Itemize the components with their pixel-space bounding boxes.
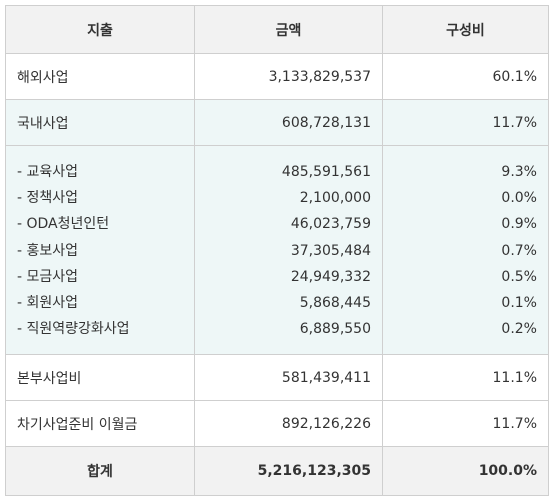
sub-item-ratio: 0.9% — [501, 216, 537, 233]
sub-item-amounts: 485,591,561 2,100,000 46,023,759 37,305,… — [194, 144, 383, 356]
row-name: 국내사업 — [5, 99, 195, 146]
sub-item-amount: 5,868,445 — [299, 295, 371, 312]
sub-item-ratio: 0.1% — [501, 295, 537, 312]
sub-item-ratios: 9.3% 0.0% 0.9% 0.7% 0.5% 0.1% 0.2% — [382, 144, 549, 356]
sub-item-ratio: 0.0% — [501, 190, 537, 207]
row-name: 해외사업 — [5, 53, 195, 100]
sub-item-amount: 46,023,759 — [290, 216, 371, 233]
sub-item-ratio: 9.3% — [501, 164, 537, 180]
sub-item-amount: 6,889,550 — [299, 321, 371, 338]
header-ratio: 구성비 — [382, 5, 549, 54]
sub-item-name: - 모금사업 — [17, 268, 79, 285]
row-ratio: 11.7% — [382, 400, 549, 448]
total-row: 합계 5,216,123,305 100.0% — [5, 446, 549, 497]
sub-item-name: - 정책사업 — [17, 190, 79, 207]
total-ratio: 100.0% — [382, 446, 549, 497]
sub-item-ratio: 0.2% — [501, 321, 537, 338]
sub-item-name: - 교육사업 — [17, 164, 79, 180]
row-amount: 892,126,226 — [194, 400, 383, 448]
table-row: 본부사업비 581,439,411 11.1% — [5, 354, 549, 402]
table-row: 차기사업준비 이월금 892,126,226 11.7% — [5, 400, 549, 448]
table-row: 국내사업 608,728,131 11.7% — [5, 99, 549, 146]
row-ratio: 11.1% — [382, 354, 549, 402]
row-name: 차기사업준비 이월금 — [5, 400, 195, 448]
sub-item-names: - 교육사업 - 정책사업 - ODA청년인턴 - 홍보사업 - 모금사업 - … — [5, 144, 195, 356]
row-name: 본부사업비 — [5, 354, 195, 402]
expenditure-table: 지출 금액 구성비 해외사업 3,133,829,537 60.1% 국내사업 … — [5, 5, 549, 497]
sub-item-name: - 직원역량강화사업 — [17, 321, 130, 338]
table-row: 해외사업 3,133,829,537 60.1% — [5, 53, 549, 100]
sub-item-name: - 홍보사업 — [17, 242, 79, 259]
sub-items-row: - 교육사업 - 정책사업 - ODA청년인턴 - 홍보사업 - 모금사업 - … — [5, 144, 549, 356]
sub-item-amount: 485,591,561 — [281, 164, 371, 180]
total-label: 합계 — [5, 446, 195, 497]
sub-item-name: - ODA청년인턴 — [17, 216, 110, 233]
sub-item-amount: 37,305,484 — [290, 242, 371, 259]
row-ratio: 60.1% — [382, 53, 549, 100]
row-amount: 608,728,131 — [194, 99, 383, 146]
sub-item-ratio: 0.5% — [501, 268, 537, 285]
sub-item-amount: 2,100,000 — [299, 190, 371, 207]
header-expenditure: 지출 — [5, 5, 195, 54]
sub-item-amount: 24,949,332 — [290, 268, 371, 285]
row-ratio: 11.7% — [382, 99, 549, 146]
row-amount: 581,439,411 — [194, 354, 383, 402]
total-amount: 5,216,123,305 — [194, 446, 383, 497]
table-header-row: 지출 금액 구성비 — [5, 5, 549, 54]
row-amount: 3,133,829,537 — [194, 53, 383, 100]
sub-item-name: - 회원사업 — [17, 295, 79, 312]
header-amount: 금액 — [194, 5, 383, 54]
sub-item-ratio: 0.7% — [501, 242, 537, 259]
